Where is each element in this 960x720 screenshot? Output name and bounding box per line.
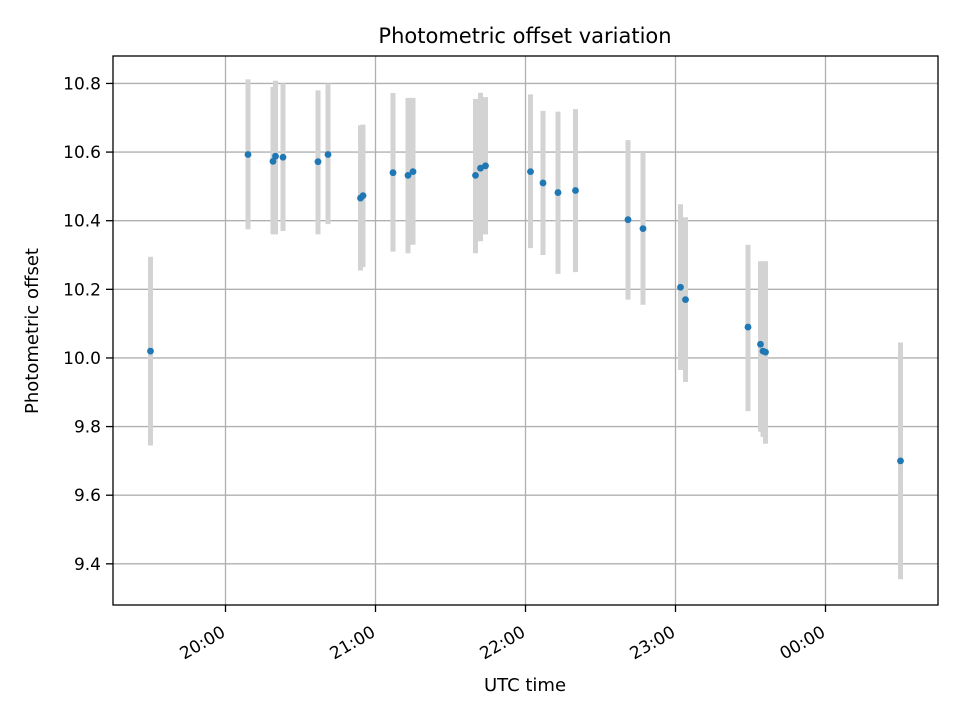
chart-title: Photometric offset variation	[378, 24, 671, 48]
data-point	[324, 151, 332, 158]
data-point	[762, 348, 769, 356]
data-point	[897, 457, 904, 465]
data-point	[744, 323, 752, 331]
data-point	[269, 157, 277, 165]
data-point	[409, 168, 417, 176]
x-axis-title: UTC time	[484, 675, 566, 696]
data-point	[482, 162, 489, 170]
y-axis-ticks: 9.4 9.6 9.8 10.0 10.2 10.4 10.6 10.8	[63, 74, 113, 575]
y-tick-label: 9.6	[74, 486, 101, 506]
data-point	[359, 192, 367, 200]
data-point	[404, 172, 412, 179]
data-point	[639, 225, 647, 232]
data-point	[279, 153, 287, 161]
data-point	[682, 296, 689, 304]
data-point	[147, 347, 154, 355]
y-tick-label: 9.4	[74, 555, 101, 575]
data-point	[572, 187, 579, 194]
data-point	[272, 152, 279, 160]
y-tick-label: 10.4	[63, 212, 101, 232]
y-axis-title: Photometric offset	[22, 248, 43, 414]
data-points	[147, 151, 904, 465]
y-tick-label: 10.0	[63, 349, 101, 369]
y-tick-label: 10.6	[63, 143, 101, 163]
data-point	[244, 151, 252, 158]
data-point	[539, 179, 547, 187]
data-point	[527, 168, 534, 176]
data-point	[757, 340, 764, 348]
data-point	[554, 189, 562, 196]
data-point	[624, 216, 632, 224]
y-tick-label: 10.2	[63, 280, 101, 300]
data-point	[314, 158, 322, 166]
data-point	[677, 283, 684, 291]
data-point	[472, 172, 479, 179]
data-point	[389, 169, 397, 177]
y-tick-label: 9.8	[74, 418, 101, 438]
y-tick-label: 10.8	[63, 74, 101, 94]
